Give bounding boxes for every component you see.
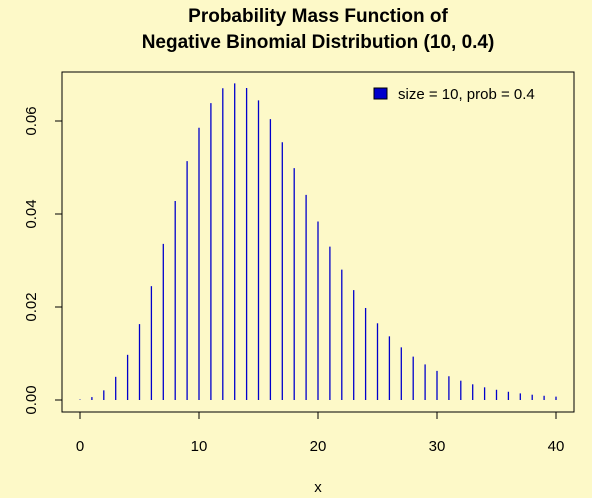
chart-subtitle: Negative Binomial Distribution (10, 0.4) <box>142 32 495 53</box>
x-tick-label-0: 0 <box>76 438 84 455</box>
y-tick-label-3: 0.06 <box>23 106 40 135</box>
legend: size = 10, prob = 0.4 <box>373 86 535 103</box>
x-tick-label-3: 30 <box>429 438 446 455</box>
y-axis: 0.00 0.02 0.04 0.06 <box>23 106 63 415</box>
legend-swatch <box>373 87 388 100</box>
y-tick-label-2: 0.04 <box>23 199 40 228</box>
bars-group <box>79 83 557 400</box>
x-tick-label-2: 20 <box>310 438 327 455</box>
x-tick-label-4: 40 <box>548 438 565 455</box>
x-axis-label: x <box>314 479 322 496</box>
chart-title: Probability Mass Function of <box>188 6 448 27</box>
x-axis: 0 10 20 30 40 <box>76 411 565 455</box>
y-tick-label-1: 0.02 <box>23 292 40 321</box>
y-tick-label-0: 0.00 <box>23 385 40 414</box>
x-tick-label-1: 10 <box>191 438 208 455</box>
legend-label: size = 10, prob = 0.4 <box>398 86 535 103</box>
